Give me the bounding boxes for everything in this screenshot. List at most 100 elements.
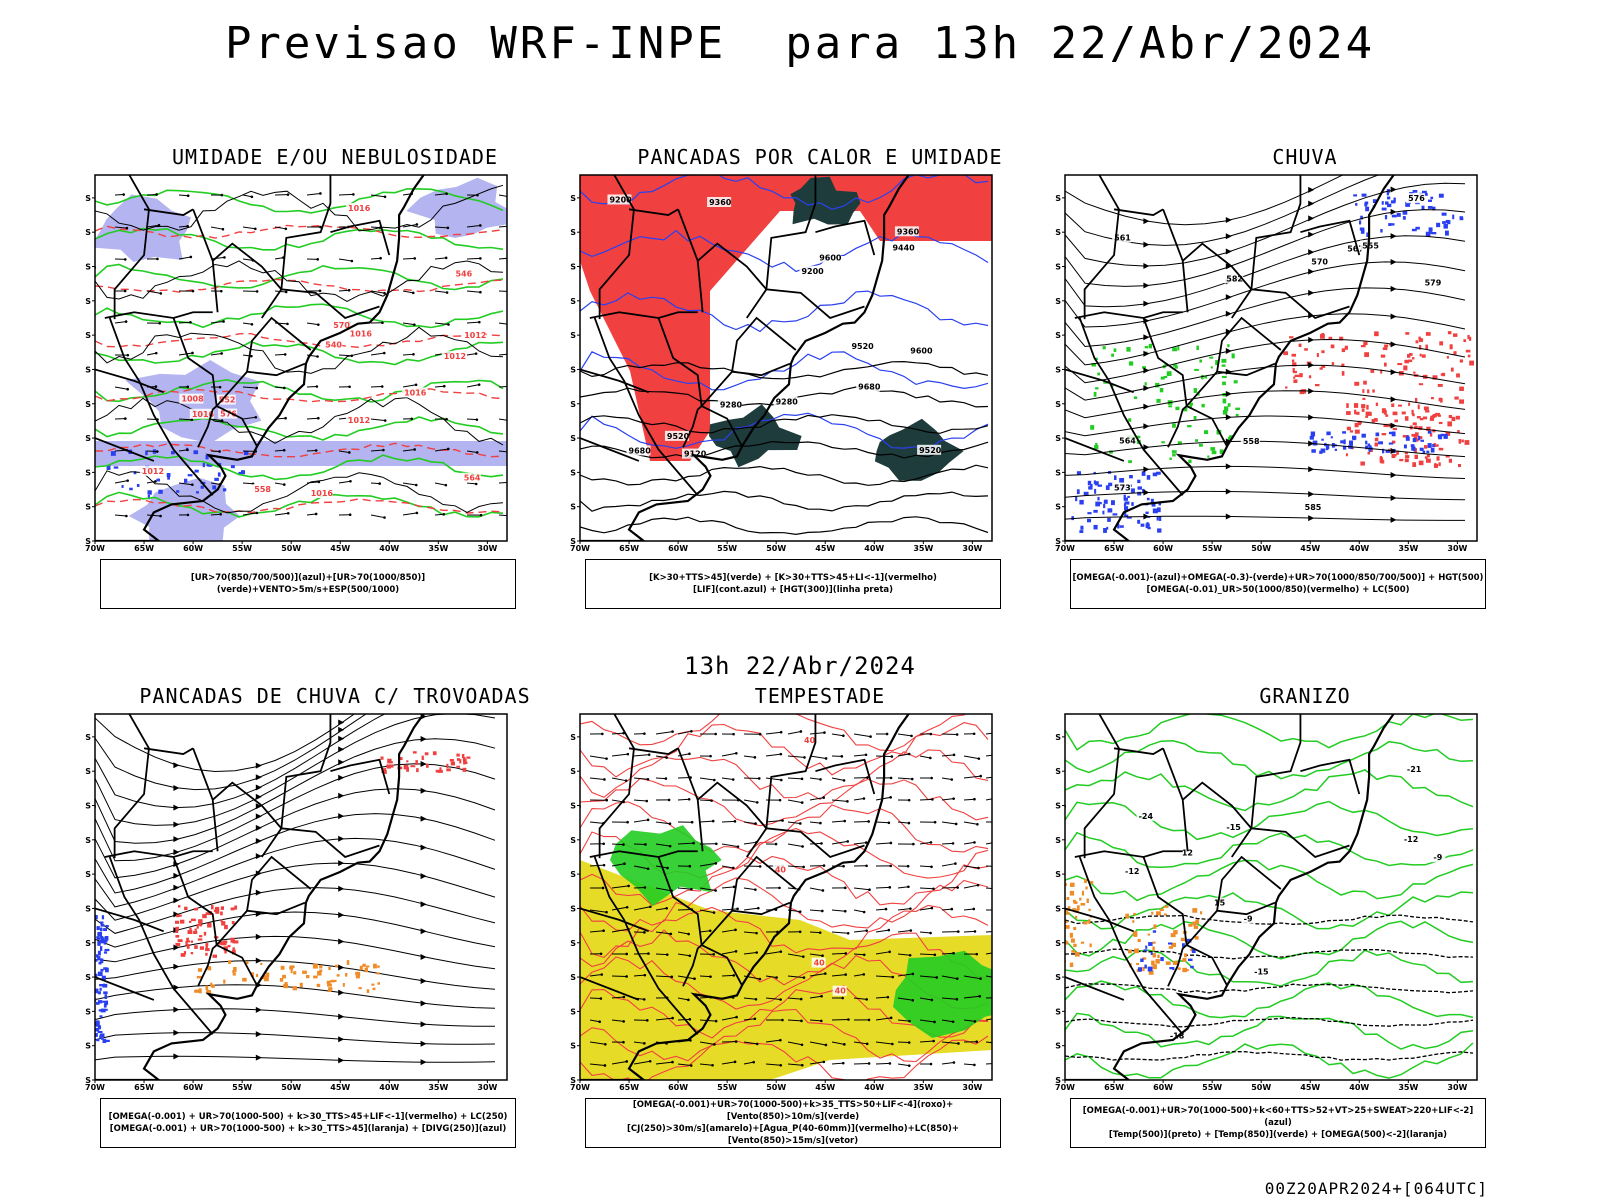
speck (1087, 480, 1092, 486)
vector-head (846, 800, 849, 803)
vector (434, 448, 449, 452)
vector (611, 996, 624, 999)
vector-head (511, 420, 514, 423)
speck (1408, 402, 1411, 406)
vector (434, 290, 448, 294)
vector (787, 777, 803, 780)
arrow-head (1390, 495, 1397, 502)
arrow-head (1308, 268, 1315, 275)
speck (206, 989, 212, 995)
vector (633, 906, 651, 911)
vector-head (907, 885, 910, 889)
arrow-head (338, 989, 345, 996)
speck (199, 935, 203, 938)
arrow-head (1390, 516, 1397, 523)
legend-line: [OMEGA(-0.01)_UR>50(1000/850)(vermelho) … (1146, 585, 1410, 595)
height-contour (580, 490, 989, 512)
label-bg (189, 408, 214, 419)
vector-head (315, 385, 319, 388)
vector-head (414, 483, 418, 487)
speck (1185, 969, 1189, 972)
vector-head (995, 1042, 998, 1045)
speck (196, 924, 199, 929)
arrow-head (1143, 241, 1150, 248)
arrow-head (1225, 294, 1232, 301)
state-border (1142, 856, 1188, 946)
vector-head (821, 954, 824, 958)
speck (1142, 957, 1147, 960)
lat-tick-label: 33S (1055, 434, 1061, 443)
streamline (95, 935, 496, 970)
vector-head (952, 797, 955, 800)
contour-label: -12 (1125, 867, 1139, 876)
speck (446, 763, 449, 769)
rain-area-red (1283, 331, 1475, 395)
lat-tick-label: 12S (85, 733, 91, 742)
vector-head (889, 796, 892, 799)
height-contour (580, 464, 989, 486)
speck (103, 951, 108, 954)
temp-850-contour (1065, 891, 1474, 930)
lon-tick-label: 35W (913, 1083, 933, 1092)
speck (459, 759, 462, 764)
vector (114, 321, 127, 324)
arrow-head (1390, 341, 1397, 348)
speck (1440, 433, 1444, 437)
vector (178, 194, 189, 197)
speck (1163, 376, 1168, 379)
speck (1285, 386, 1288, 389)
speck (1293, 376, 1296, 379)
speck (1419, 338, 1424, 342)
state-border (261, 827, 380, 858)
green-contour (95, 340, 504, 366)
speck (250, 972, 254, 977)
legend-box: [OMEGA(-0.001)+UR>70(1000-500)+k>35_TTS>… (585, 1098, 1001, 1148)
lat-tick-label: 21S (570, 836, 576, 845)
speck (1196, 345, 1199, 351)
speck (214, 477, 219, 481)
streamline (1065, 338, 1466, 384)
speck (1374, 418, 1378, 422)
contour-label: -15 (1254, 968, 1269, 977)
lon-tick-label: 60W (183, 1083, 203, 1092)
speck (387, 758, 392, 764)
vector-head (690, 730, 693, 733)
vector-head (445, 417, 448, 421)
vector-head (802, 955, 805, 958)
vector (306, 322, 319, 326)
vector-head (122, 193, 126, 196)
lat-tick-label: 42S (85, 537, 91, 546)
speck (456, 765, 461, 768)
contour-label: 9520 (667, 432, 690, 441)
vector (677, 887, 692, 890)
vector-head (600, 973, 604, 976)
streamline (95, 738, 496, 844)
vector-head (255, 290, 259, 293)
vector (897, 753, 910, 757)
speck (1399, 458, 1404, 462)
label-bg (1404, 763, 1424, 774)
vector-head (950, 907, 954, 911)
speck (265, 972, 270, 977)
vector-head (736, 907, 739, 911)
vector-head (688, 752, 691, 756)
lon-tick-label: 40W (1349, 544, 1369, 553)
speck (97, 1025, 102, 1030)
panel-umidade: UMIDADE E/OU NEBULOSIDADE 1012 1012 1016 10… (85, 145, 585, 615)
speck (1359, 421, 1362, 425)
vector-head (755, 931, 758, 935)
vector-head (715, 842, 718, 846)
speck (1222, 398, 1227, 404)
speck (1144, 346, 1149, 349)
speck (465, 761, 468, 764)
speck (1423, 192, 1428, 196)
state-border (1185, 362, 1276, 407)
vector (875, 821, 889, 824)
speck (1321, 365, 1326, 368)
speck (358, 987, 362, 990)
vector-head (779, 752, 783, 756)
vector-head (509, 385, 512, 388)
vector (831, 777, 845, 781)
vector (963, 865, 979, 869)
speck (282, 974, 286, 979)
